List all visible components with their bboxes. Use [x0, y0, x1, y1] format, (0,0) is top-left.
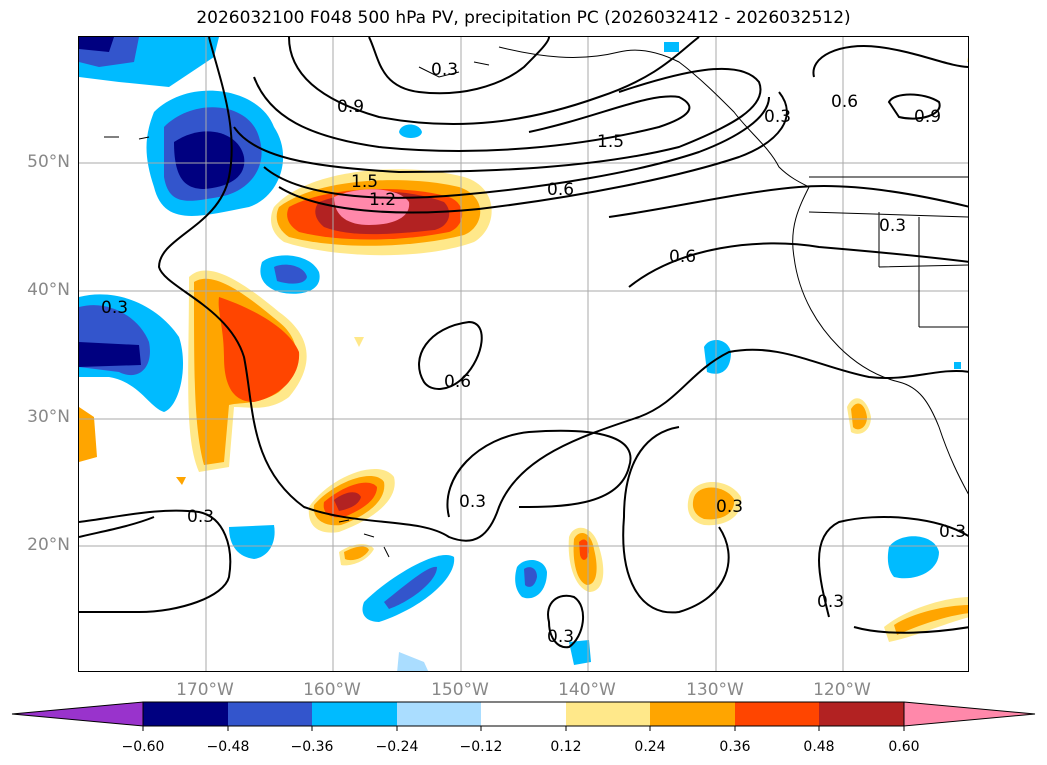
- colorbar-tick-label: 0.60: [888, 739, 920, 755]
- contour-label: 1.5: [597, 132, 624, 152]
- contour-label: 0.3: [764, 107, 791, 127]
- colorbar-segment: [819, 702, 904, 726]
- colorbar-segment: [650, 702, 735, 726]
- contour-label: 0.6: [547, 180, 574, 200]
- pv-contours: [79, 37, 968, 649]
- colorbar-tick-label: 0.36: [719, 739, 751, 755]
- contour-label: 0.3: [716, 497, 743, 517]
- colorbar: [11, 701, 1036, 731]
- lat-label: 30°N: [27, 407, 70, 427]
- contour-label: 1.5: [351, 172, 378, 192]
- contour-label: 0.3: [459, 492, 486, 512]
- lon-label: 130°W: [686, 680, 744, 700]
- contour-labels: 0.3 0.9 1.5 0.3 0.6 0.9 1.5 1.2 0.6 0.6 …: [101, 60, 966, 647]
- contour-label: 0.3: [101, 298, 128, 318]
- contour-label: 0.3: [817, 592, 844, 612]
- colorbar-segment: [397, 702, 481, 726]
- precipitation-shading: [79, 37, 968, 671]
- contour-label: 0.3: [547, 627, 574, 647]
- contour-label: 0.3: [431, 60, 458, 80]
- lat-label: 50°N: [27, 152, 70, 172]
- lon-label: 140°W: [558, 680, 616, 700]
- colorbar-segment: [735, 702, 819, 726]
- contour-label: 0.6: [831, 92, 858, 112]
- lat-label: 40°N: [27, 280, 70, 300]
- colorbar-segment: [143, 702, 228, 726]
- colorbar-tick-label: −0.36: [290, 739, 334, 755]
- colorbar-tick-label: −0.60: [121, 739, 165, 755]
- colorbar-tick-label: −0.12: [459, 739, 503, 755]
- contour-label: 0.9: [914, 107, 941, 127]
- colorbar-segment: [481, 702, 566, 726]
- contour-label: 1.2: [369, 190, 396, 210]
- colorbar-extend-low: [11, 701, 144, 727]
- lat-lon-grid: [79, 37, 968, 671]
- coastlines: [104, 46, 968, 558]
- contour-label: 0.9: [337, 97, 364, 117]
- lon-label: 170°W: [176, 680, 234, 700]
- lat-label: 20°N: [27, 535, 70, 555]
- lon-label: 120°W: [813, 680, 871, 700]
- lon-label: 150°W: [431, 680, 489, 700]
- map-canvas: 0.3 0.9 1.5 0.3 0.6 0.9 1.5 1.2 0.6 0.6 …: [79, 37, 968, 671]
- lon-label: 160°W: [303, 680, 361, 700]
- colorbar-extend-high: [903, 701, 1036, 727]
- colorbar-outline: [142, 701, 905, 727]
- map-title: 2026032100 F048 500 hPa PV, precipitatio…: [196, 8, 851, 28]
- colorbar-segment: [566, 702, 650, 726]
- colorbar-tick-label: −0.24: [375, 739, 419, 755]
- colorbar-segment: [312, 702, 397, 726]
- colorbar-tick-label: 0.12: [550, 739, 582, 755]
- contour-label: 0.3: [187, 507, 214, 527]
- contour-label: 0.3: [879, 216, 906, 236]
- colorbar-tick-label: 0.24: [634, 739, 666, 755]
- map-plot-area: 0.3 0.9 1.5 0.3 0.6 0.9 1.5 1.2 0.6 0.6 …: [78, 36, 969, 672]
- colorbar-segment: [228, 702, 312, 726]
- contour-label: 0.6: [444, 372, 471, 392]
- colorbar-tick-label: −0.48: [206, 739, 250, 755]
- contour-label: 0.6: [669, 247, 696, 267]
- contour-label: 0.3: [939, 522, 966, 542]
- colorbar-tick-label: 0.48: [803, 739, 835, 755]
